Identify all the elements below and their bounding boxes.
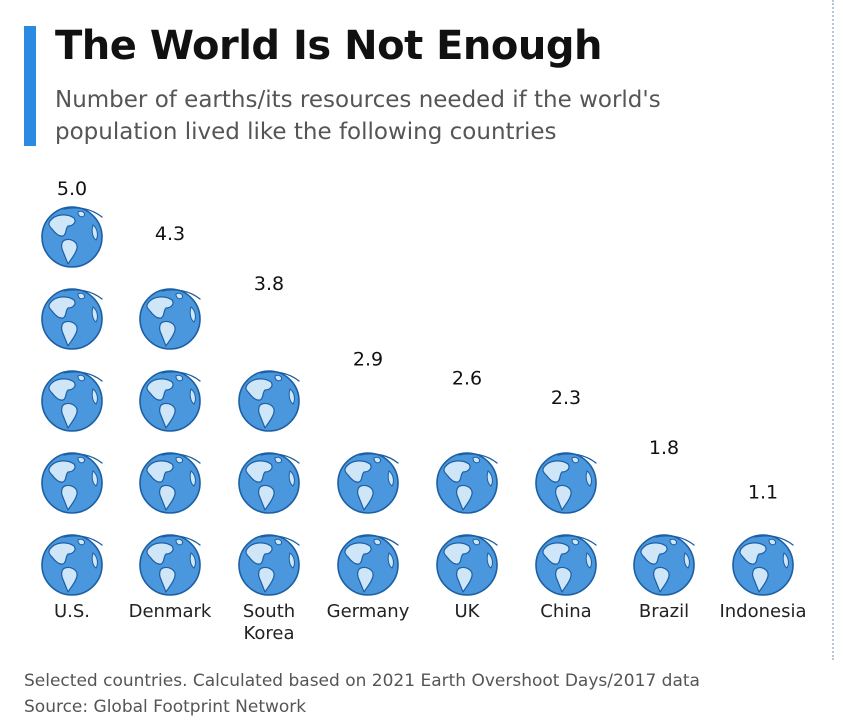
category-label-germany: Germany [327, 601, 410, 622]
footer-note: Selected countries. Calculated based on … [24, 671, 700, 691]
value-label-germany: 2.9 [353, 348, 383, 370]
dotted-border [832, 0, 834, 660]
chart-footer: Selected countries. Calculated based on … [24, 668, 700, 720]
earth-globe-icon [41, 534, 103, 596]
earth-globe-icon [238, 452, 300, 514]
partial-earth-globe-icon [337, 375, 399, 432]
earth-globe-icon [139, 370, 201, 432]
bar-germany [337, 375, 399, 596]
earth-globe-icon [139, 534, 201, 596]
category-label-uk: UK [455, 601, 481, 622]
value-label-uk: 2.6 [452, 368, 482, 390]
earth-globe-icon [41, 452, 103, 514]
bar-denmark [139, 249, 201, 596]
value-label-indonesia: 1.1 [748, 482, 778, 504]
category-label-u-s: U.S. [54, 601, 90, 622]
earth-globe-icon [41, 370, 103, 432]
title-accent-bar [24, 26, 36, 146]
bar-uk [436, 394, 498, 596]
bar-brazil [633, 463, 695, 596]
chart-subtitle: Number of earths/its resources needed if… [55, 87, 661, 145]
partial-earth-globe-icon [633, 463, 695, 514]
earth-globe-icon [139, 452, 201, 514]
partial-earth-globe-icon [238, 299, 300, 350]
earth-globe-icon [436, 452, 498, 514]
chart-title: The World Is Not Enough [55, 23, 602, 69]
bar-u-s [41, 206, 103, 596]
earth-globe-icon [41, 206, 103, 268]
earth-globe-icon [139, 288, 201, 350]
category-label-china: China [540, 601, 591, 622]
footer-source: Source: Global Footprint Network [24, 697, 307, 717]
earth-globe-icon [633, 534, 695, 596]
value-label-south-korea: 3.8 [254, 273, 284, 295]
bar-south-korea [238, 299, 300, 596]
value-label-brazil: 1.8 [649, 437, 679, 459]
earth-globe-icon [238, 370, 300, 432]
earth-globe-icon [337, 534, 399, 596]
earth-globe-icon [732, 534, 794, 596]
category-label-brazil: Brazil [639, 601, 689, 622]
value-label-u-s: 5.0 [57, 178, 87, 200]
value-label-denmark: 4.3 [155, 223, 185, 245]
earth-globe-icon [41, 288, 103, 350]
bar-indonesia [732, 508, 794, 596]
category-label-south-korea: South Korea [243, 601, 295, 644]
earth-globe-icon [436, 534, 498, 596]
globe-pictogram-chart: 5.0 U.S. 4.3 Denmark 3.8 South Korea 2.9 Germany… [41, 178, 807, 644]
category-label-indonesia: Indonesia [719, 601, 806, 622]
earth-globe-icon [337, 452, 399, 514]
value-label-china: 2.3 [551, 387, 581, 409]
earth-globe-icon [535, 534, 597, 596]
earth-globe-icon [238, 534, 300, 596]
earth-globe-icon [535, 452, 597, 514]
category-label-denmark: Denmark [129, 601, 212, 622]
